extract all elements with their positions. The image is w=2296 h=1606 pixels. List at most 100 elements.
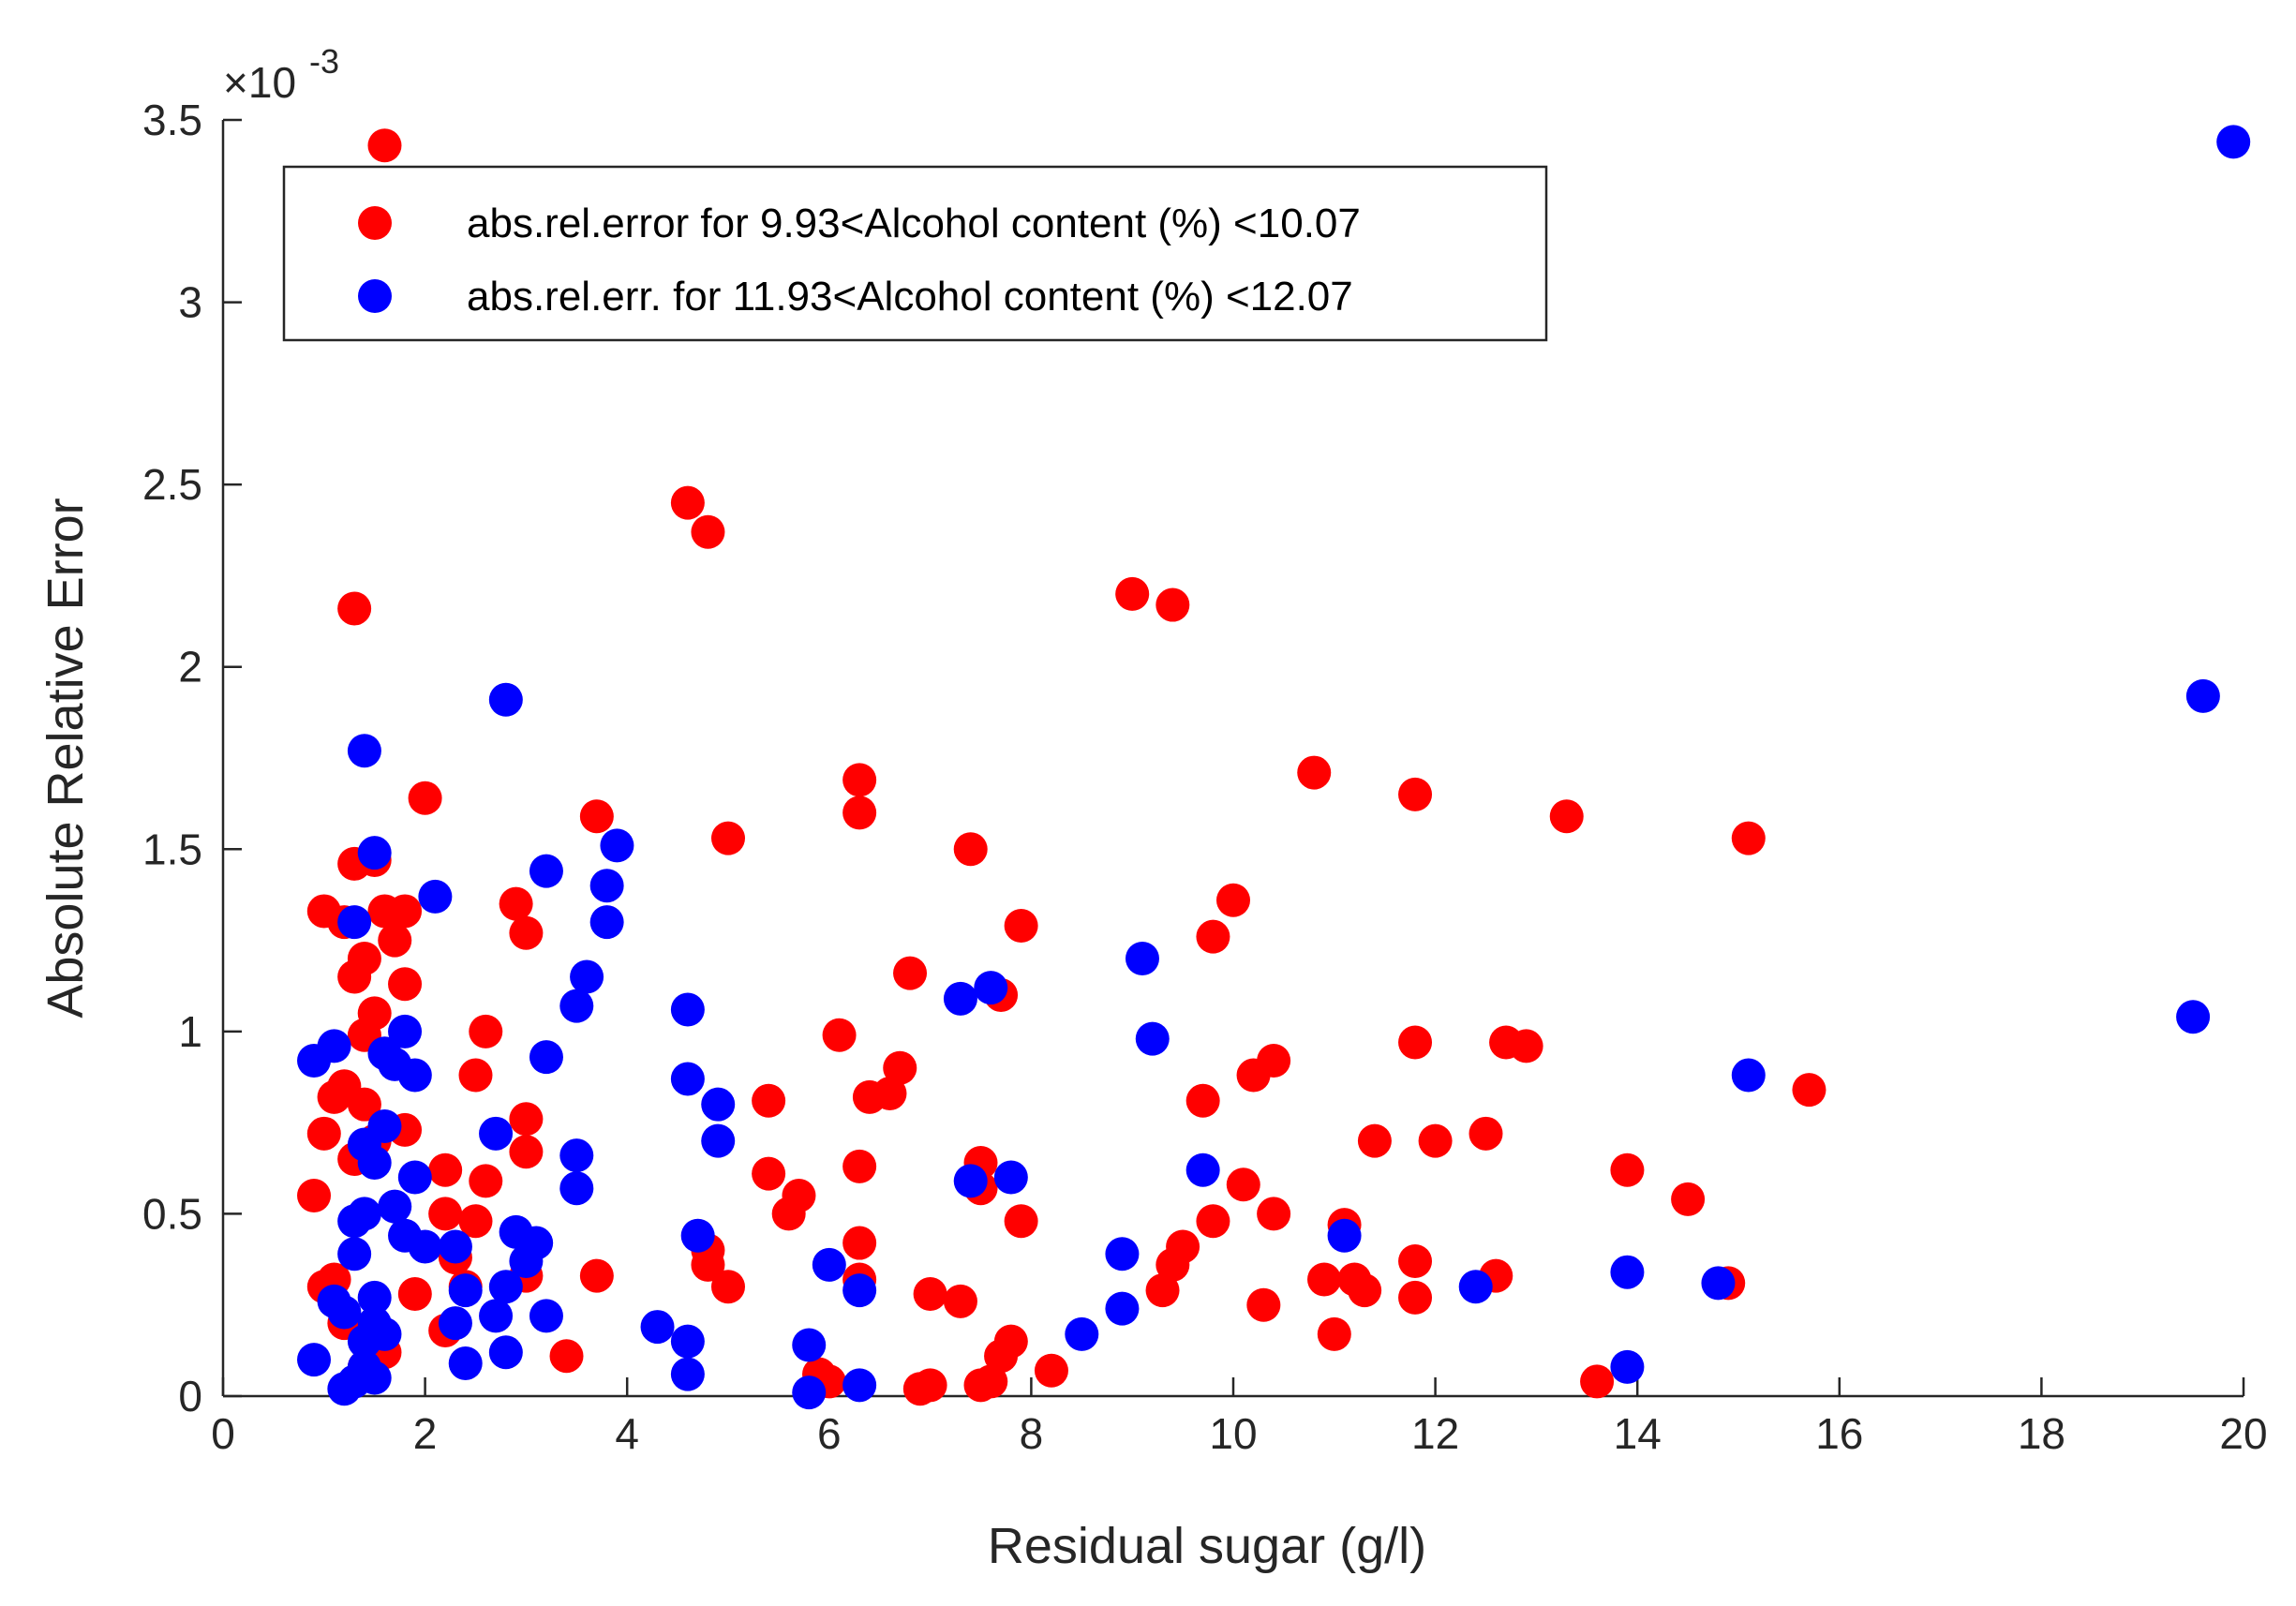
data-point-series-1 xyxy=(953,832,988,867)
data-point-series-2 xyxy=(488,682,523,717)
data-point-series-2 xyxy=(1185,1152,1220,1187)
data-point-series-1 xyxy=(842,1149,877,1183)
data-point-series-1 xyxy=(1166,1229,1200,1264)
data-point-series-2 xyxy=(479,1116,514,1151)
data-point-series-2 xyxy=(589,905,624,940)
x-tick-label: 12 xyxy=(1411,1409,1459,1458)
x-tick-label: 8 xyxy=(1020,1409,1044,1458)
data-point-series-2 xyxy=(1327,1218,1362,1253)
data-point-series-1 xyxy=(1115,576,1150,611)
x-axis-label: Residual sugar (g/l) xyxy=(988,1518,1426,1574)
data-point-series-1 xyxy=(469,1014,503,1048)
x-tick-label: 4 xyxy=(615,1409,639,1458)
data-point-series-1 xyxy=(1185,1083,1220,1118)
data-point-series-1 xyxy=(1004,909,1038,944)
data-point-series-1 xyxy=(974,1364,1008,1399)
y-tick-label: 3.5 xyxy=(142,96,202,144)
legend-marker-series-1 xyxy=(358,206,392,240)
data-point-series-2 xyxy=(327,1295,362,1330)
data-point-series-1 xyxy=(388,967,423,1002)
data-point-series-1 xyxy=(499,886,533,921)
data-point-series-1 xyxy=(842,763,877,797)
data-point-series-2 xyxy=(559,989,594,1023)
data-point-series-2 xyxy=(792,1376,827,1410)
data-point-series-2 xyxy=(337,905,372,940)
y-tick-label: 1 xyxy=(178,1007,202,1056)
data-point-series-1 xyxy=(1226,1167,1260,1202)
y-multiplier-label: ×10 -3 xyxy=(223,42,339,107)
y-tick-label: 2.5 xyxy=(142,460,202,509)
data-point-series-2 xyxy=(397,1058,432,1093)
data-point-series-1 xyxy=(1398,1244,1433,1279)
y-tick-label: 0 xyxy=(178,1372,202,1420)
data-point-series-1 xyxy=(711,821,745,855)
data-point-series-2 xyxy=(1065,1316,1099,1351)
data-point-series-2 xyxy=(438,1306,472,1341)
data-point-series-1 xyxy=(1398,1025,1433,1060)
data-point-series-2 xyxy=(397,1160,432,1195)
data-point-series-1 xyxy=(408,781,442,815)
data-point-series-2 xyxy=(1105,1237,1140,1271)
data-point-series-2 xyxy=(388,1014,423,1048)
data-point-series-2 xyxy=(842,1368,877,1403)
y-tick-label: 2 xyxy=(178,643,202,691)
data-point-series-2 xyxy=(842,1273,877,1308)
y-axis-label: Absolute Relative Error xyxy=(37,498,94,1018)
data-point-series-2 xyxy=(1610,1349,1645,1384)
data-point-series-2 xyxy=(680,1218,715,1253)
y-tick-label: 3 xyxy=(178,278,202,327)
data-point-series-1 xyxy=(691,514,725,549)
data-point-series-1 xyxy=(1297,755,1332,790)
x-tick-label: 10 xyxy=(1209,1409,1257,1458)
data-point-series-2 xyxy=(2216,125,2251,159)
data-point-series-2 xyxy=(993,1160,1028,1195)
x-tick-label: 20 xyxy=(2219,1409,2267,1458)
data-point-series-2 xyxy=(559,1171,594,1206)
data-point-series-1 xyxy=(1145,1273,1180,1308)
data-point-series-1 xyxy=(367,128,402,163)
data-point-series-1 xyxy=(509,1102,544,1137)
data-point-series-2 xyxy=(317,1029,351,1063)
data-point-series-1 xyxy=(913,1368,947,1403)
data-point-series-1 xyxy=(1549,799,1584,834)
data-point-series-1 xyxy=(306,1116,341,1151)
data-point-series-2 xyxy=(670,1062,705,1096)
data-point-series-1 xyxy=(1257,1197,1291,1231)
data-point-series-1 xyxy=(1398,1280,1433,1315)
data-point-series-1 xyxy=(842,1226,877,1260)
y-multiplier-exponent: -3 xyxy=(309,42,339,81)
data-point-series-2 xyxy=(357,1280,392,1315)
data-point-series-1 xyxy=(1610,1152,1645,1187)
data-point-series-2 xyxy=(357,836,392,870)
data-point-series-2 xyxy=(1458,1270,1493,1304)
data-point-series-2 xyxy=(1731,1058,1766,1093)
data-point-series-1 xyxy=(337,591,372,626)
legend-label-series-1: abs.rel.error for 9.93<Alcohol content (… xyxy=(467,201,1361,246)
data-point-series-2 xyxy=(488,1270,523,1304)
data-point-series-2 xyxy=(378,1189,412,1224)
data-point-series-1 xyxy=(509,1135,544,1169)
data-point-series-1 xyxy=(1398,777,1433,811)
data-point-series-2 xyxy=(479,1299,514,1333)
data-point-series-1 xyxy=(458,1204,493,1239)
data-point-series-2 xyxy=(1701,1266,1736,1301)
data-point-series-1 xyxy=(842,796,877,830)
data-point-series-1 xyxy=(1004,1204,1038,1239)
data-point-series-2 xyxy=(1610,1255,1645,1289)
x-tick-label: 0 xyxy=(211,1409,235,1458)
data-point-series-1 xyxy=(458,1058,493,1093)
data-point-series-2 xyxy=(408,1229,442,1264)
data-point-series-1 xyxy=(428,1152,463,1187)
data-point-series-1 xyxy=(1317,1316,1351,1351)
data-point-series-2 xyxy=(701,1087,736,1122)
data-point-series-1 xyxy=(428,1197,463,1231)
data-point-series-2 xyxy=(974,971,1008,1005)
data-point-series-2 xyxy=(367,1316,402,1351)
data-point-series-1 xyxy=(1196,919,1230,954)
data-point-series-1 xyxy=(670,485,705,520)
data-point-series-1 xyxy=(691,1247,725,1282)
data-point-series-1 xyxy=(397,1277,432,1312)
data-point-series-1 xyxy=(297,1178,332,1212)
data-point-series-2 xyxy=(792,1328,827,1362)
